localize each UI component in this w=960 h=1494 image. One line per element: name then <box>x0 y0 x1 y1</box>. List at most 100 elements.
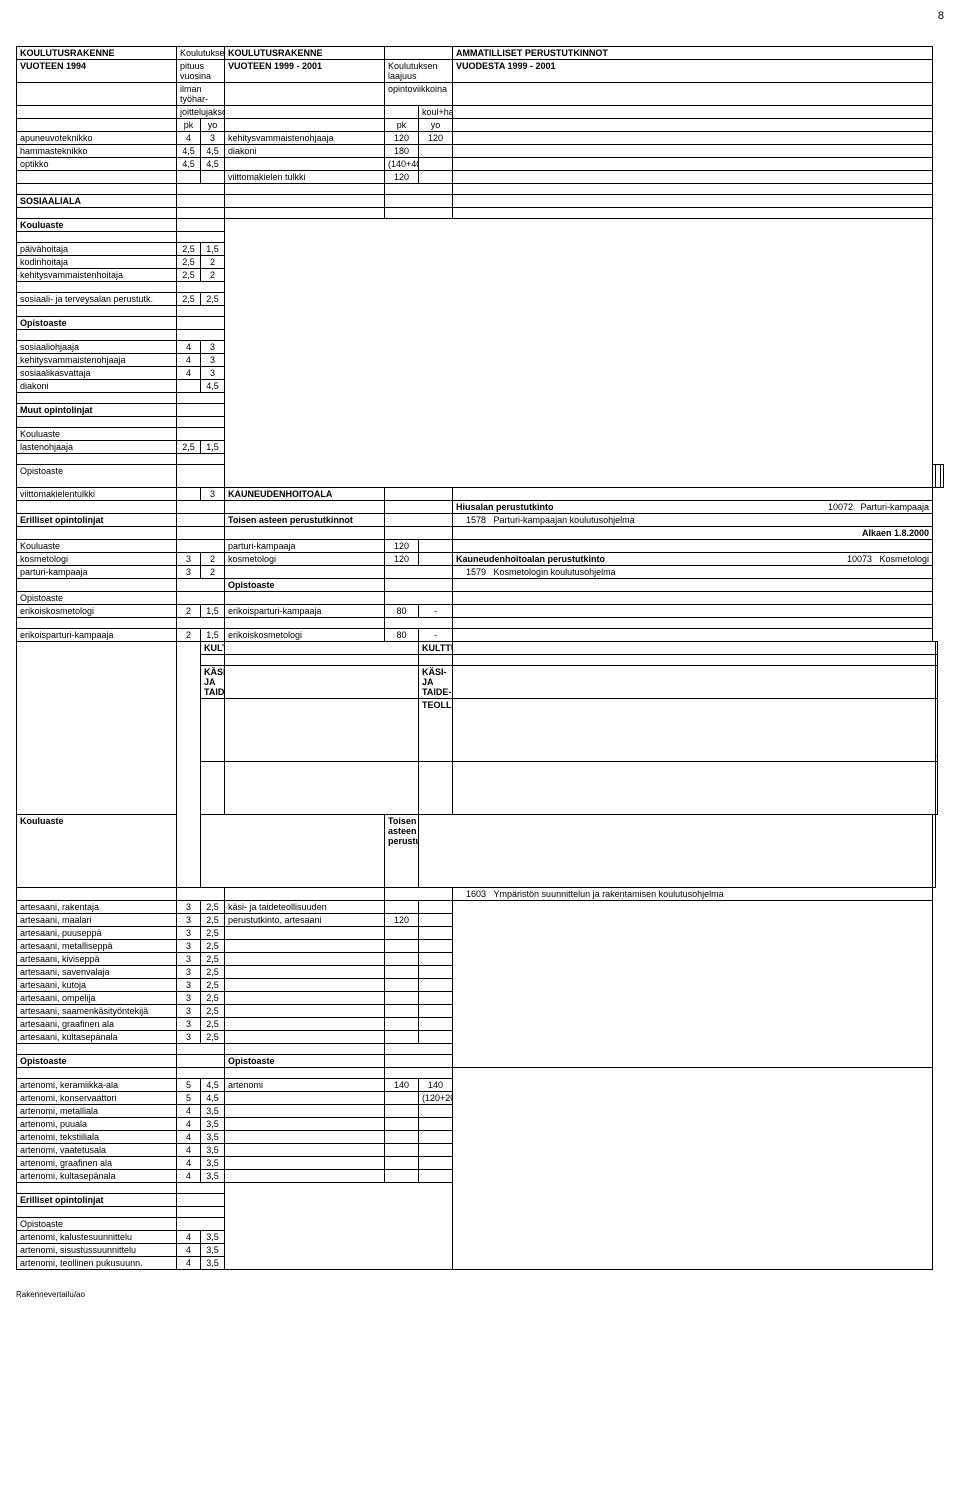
cell <box>385 208 453 219</box>
cell <box>419 992 453 1005</box>
cell <box>453 83 933 106</box>
cell <box>419 1031 453 1044</box>
cell: 2 <box>177 629 201 642</box>
cell: 3 <box>177 927 201 940</box>
cell <box>419 966 453 979</box>
cell: 2,5 <box>201 901 225 914</box>
cell <box>177 1044 225 1055</box>
cell: käsi- ja taideteollisuuden <box>225 901 385 914</box>
cell <box>385 527 453 540</box>
cell: 3,5 <box>201 1118 225 1131</box>
cell: hammasteknikko <box>17 145 177 158</box>
cell <box>225 1018 385 1031</box>
cell: 3,5 <box>201 1257 225 1270</box>
cell: artesaani, kutoja <box>17 979 177 992</box>
cell: KAUNEUDENHOITOALA <box>225 488 385 501</box>
cell: artesaani, metalliseppä <box>17 940 177 953</box>
cell <box>385 514 453 527</box>
cell <box>17 642 177 815</box>
cell: artesaani, rakentaja <box>17 901 177 914</box>
cell: KULTTUURIALA <box>419 642 453 655</box>
cell: 1579 Kosmetologin koulutusohjelma <box>453 566 933 579</box>
cell: Opistoaste <box>17 1055 177 1068</box>
cell <box>419 914 453 927</box>
cell: 3 <box>177 979 201 992</box>
cell: artesaani, savenvalaja <box>17 966 177 979</box>
cell <box>453 184 933 195</box>
cell: parturi-kampaaja <box>225 540 385 553</box>
cell: Muut opintolinjat <box>17 404 177 417</box>
cell: 2,5 <box>177 441 201 454</box>
cell <box>225 83 385 106</box>
cell <box>225 1118 385 1131</box>
cell <box>177 208 225 219</box>
cell <box>225 1092 385 1105</box>
cell <box>453 1068 933 1270</box>
cell: 1,5 <box>201 629 225 642</box>
cell <box>17 330 177 341</box>
cell <box>225 566 385 579</box>
cell <box>385 992 419 1005</box>
cell <box>419 1131 453 1144</box>
cell: artesaani, ompelija <box>17 992 177 1005</box>
cell: 2,5 <box>201 992 225 1005</box>
cell <box>419 1170 453 1183</box>
cell: artesaani, kiviseppä <box>17 953 177 966</box>
cell: kehitysvammaistenohjaaja <box>225 132 385 145</box>
cell <box>385 927 419 940</box>
cell: 3 <box>177 914 201 927</box>
cell <box>177 1068 225 1079</box>
cell: 3 <box>177 1018 201 1031</box>
cell: KOULUTUSRAKENNE <box>17 47 177 60</box>
cell <box>385 1031 419 1044</box>
cell <box>225 106 385 119</box>
cell: KULTTUURIALA <box>935 642 938 655</box>
cell: 120 <box>385 540 419 553</box>
cell: sosiaalikasvattaja <box>17 367 177 380</box>
cell: kosmetologi <box>17 553 177 566</box>
cell <box>17 501 177 514</box>
cell: yo <box>419 119 453 132</box>
cell <box>385 488 453 501</box>
cell: 2,5 <box>201 966 225 979</box>
cell: Kouluaste <box>17 540 177 553</box>
cell <box>177 465 225 488</box>
cell <box>225 888 385 901</box>
cell: koul+harj <box>419 106 453 119</box>
cell: 4 <box>177 354 201 367</box>
cell: 2,5 <box>201 940 225 953</box>
footer-text: Rakennevertailu/ao <box>16 1290 944 1299</box>
cell: 3 <box>201 354 225 367</box>
cell: Koulutuksen laajuus <box>385 60 453 83</box>
cell: 3,5 <box>201 1231 225 1244</box>
cell: Käsi- ja taideteollisuusalan perustutkin… <box>935 699 938 762</box>
cell <box>453 666 936 699</box>
cell: artenomi, kalustesuunnittelu <box>17 1231 177 1244</box>
cell: lastenohjaaja <box>17 441 177 454</box>
cell <box>225 699 419 762</box>
cell <box>385 195 453 208</box>
cell <box>17 106 177 119</box>
cell: päivähoitaja <box>17 243 177 256</box>
cell <box>225 1144 385 1157</box>
cell <box>201 815 385 888</box>
cell <box>177 171 201 184</box>
cell: artenomi, vaatetusala <box>17 1144 177 1157</box>
cell <box>177 1218 225 1231</box>
cell: Opistoaste <box>17 1218 177 1231</box>
cell <box>225 219 933 488</box>
cell: Kouluaste <box>17 815 177 888</box>
cell: KÄSI- JA TAIDE- <box>419 666 453 699</box>
cell <box>201 699 225 762</box>
cell <box>225 119 385 132</box>
cell <box>453 642 936 655</box>
cell <box>201 171 225 184</box>
cell <box>453 540 933 553</box>
cell: erikoisparturi-kampaaja <box>17 629 177 642</box>
cell <box>453 618 933 629</box>
cell: pituus vuosina <box>177 60 225 83</box>
cell: 2 <box>177 605 201 618</box>
cell <box>225 527 385 540</box>
cell: 4 <box>177 1157 201 1170</box>
cell <box>17 119 177 132</box>
